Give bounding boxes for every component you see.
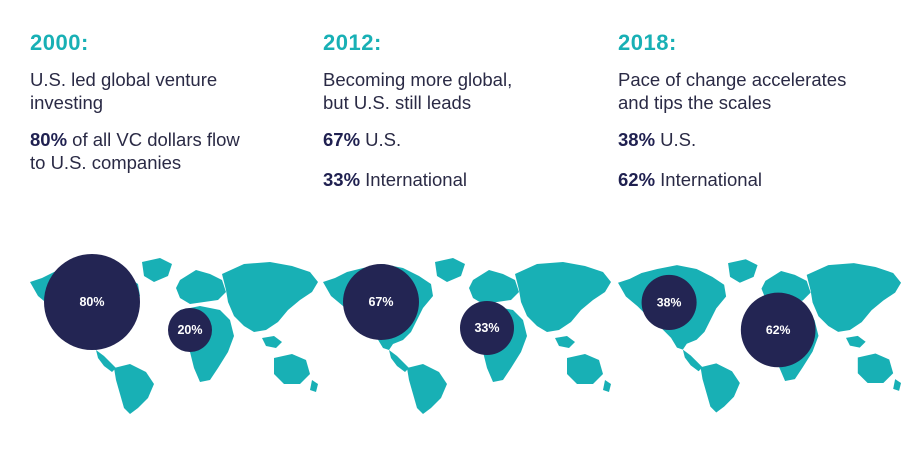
europe-shape: [176, 270, 226, 304]
stat-us-value: 80%: [30, 129, 68, 150]
headline-line-1: Pace of change accelerates: [618, 69, 847, 90]
bubble-us-circle: [343, 264, 419, 340]
bubble-us-label: 38%: [657, 295, 682, 309]
headline-line-2: and tips the scales: [618, 92, 772, 113]
headline-line-2: but U.S. still leads: [323, 92, 472, 113]
central-america-shape: [682, 349, 703, 372]
year-heading: 2018:: [618, 30, 677, 55]
stat-us-text: U.S.: [360, 129, 402, 150]
world-map-2012: 67% 33%: [323, 258, 611, 414]
greenland-shape: [728, 259, 758, 283]
asia-shape: [222, 262, 318, 332]
south-america-shape: [407, 364, 447, 414]
stat-us-value: 67%: [323, 129, 361, 150]
stat-us: 38% U.S.: [618, 128, 898, 151]
stat-international-value: 33%: [323, 169, 361, 190]
stat-us-text: of all VC dollars flow: [67, 129, 240, 150]
stat-international-text: International: [655, 169, 762, 190]
greenland-shape: [142, 258, 172, 282]
stat-international-text: International: [360, 169, 467, 190]
bubble-international-circle: [168, 308, 212, 352]
europe-shape: [469, 270, 519, 304]
world-map-2000: 80% 20%: [30, 254, 318, 414]
new-zealand-shape: [893, 379, 902, 391]
headline-line-1: Becoming more global,: [323, 69, 513, 90]
bubble-us: 38%: [641, 274, 697, 330]
greenland-shape: [435, 258, 465, 282]
panel-2018: 2018: Pace of change accelerates and tip…: [618, 0, 906, 452]
bubble-international-circle: [740, 292, 816, 368]
bubble-us-label: 80%: [79, 295, 104, 309]
se-asia-shape: [555, 336, 575, 348]
asia-shape: [806, 263, 902, 332]
bubble-international: 20%: [168, 308, 212, 352]
se-asia-shape: [262, 336, 282, 348]
stat-us-value: 38%: [618, 129, 656, 150]
central-america-shape: [96, 350, 116, 372]
panel-2012: 2012: Becoming more global, but U.S. sti…: [323, 0, 618, 452]
year-heading: 2000:: [30, 30, 89, 55]
world-map-2018: 38% 62%: [618, 259, 902, 413]
bubble-us: 80%: [44, 254, 140, 350]
bubble-us: 67%: [343, 264, 419, 340]
headline: Pace of change accelerates and tips the …: [618, 68, 888, 114]
australia-shape: [274, 354, 310, 384]
asia-shape: [515, 262, 611, 332]
stat-international: 62% International: [618, 168, 898, 191]
headline: Becoming more global, but U.S. still lea…: [323, 68, 593, 114]
australia-shape: [857, 353, 894, 384]
south-america-shape: [114, 364, 154, 414]
year-heading: 2012:: [323, 30, 382, 55]
headline: U.S. led global venture investing: [30, 68, 300, 114]
stat-international-value: 62%: [618, 169, 656, 190]
panel-2000: 2000: U.S. led global venture investing …: [30, 0, 325, 452]
new-zealand-shape: [603, 380, 611, 392]
bubble-international: 33%: [460, 301, 514, 355]
se-asia-shape: [846, 335, 866, 348]
bubble-international-label: 62%: [766, 323, 791, 337]
bubble-international: 62%: [740, 292, 816, 368]
stat-us: 80% of all VC dollars flow to U.S. compa…: [30, 128, 310, 174]
bubble-international-label: 20%: [177, 323, 202, 337]
new-zealand-shape: [310, 380, 318, 392]
headline-line-1: U.S. led global venture: [30, 69, 218, 90]
stat-us-text-line-2: to U.S. companies: [30, 152, 182, 173]
headline-line-2: investing: [30, 92, 104, 113]
bubble-us-label: 67%: [368, 295, 393, 309]
stat-international: 33% International: [323, 168, 603, 191]
central-america-shape: [389, 350, 409, 372]
australia-shape: [567, 354, 603, 384]
stat-us: 67% U.S.: [323, 128, 603, 151]
south-america-shape: [700, 363, 740, 413]
bubble-international-label: 33%: [474, 321, 499, 335]
stat-us-text: U.S.: [655, 129, 697, 150]
bubble-us-circle: [44, 254, 140, 350]
bubble-international-circle: [460, 301, 514, 355]
bubble-us-circle: [641, 274, 697, 330]
